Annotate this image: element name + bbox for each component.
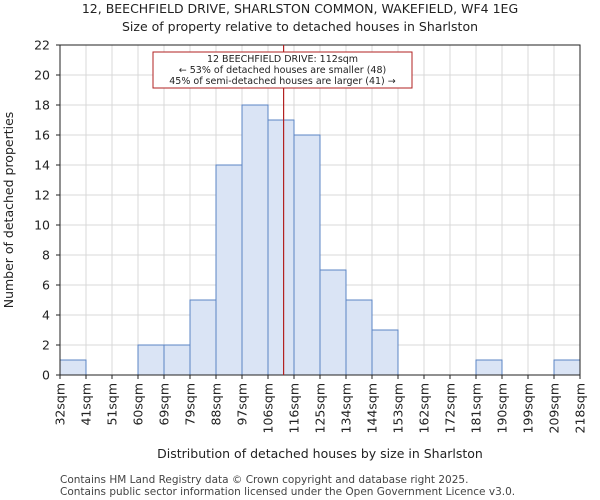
bar [267,119,295,376]
y-tick-label: 18 [34,98,50,113]
x-tick-label: 153sqm [391,383,406,433]
x-tick-label: 181sqm [469,383,484,433]
x-tick-label: 79sqm [183,383,198,426]
bar [553,359,581,376]
annotation-line-1: 12 BEECHFIELD DRIVE: 112sqm [207,54,358,65]
x-tick-label: 190sqm [495,383,510,433]
x-tick-label: 172sqm [443,383,458,433]
bars [59,104,581,376]
x-tick-label: 162sqm [417,383,432,433]
bar [345,299,373,376]
x-tick-label: 106sqm [261,383,276,433]
annotation-line-2: ← 53% of detached houses are smaller (48… [179,65,386,76]
x-tick-label: 125sqm [313,383,328,433]
x-ticks: 32sqm 41sqm 51sqm 60sqm 69sqm 79sqm 88sqm 97sqm… [53,375,588,433]
x-tick-label: 60sqm [131,383,146,426]
chart-subtitle: Size of property relative to detached ho… [122,19,478,34]
x-tick-label: 51sqm [105,383,120,426]
y-axis-label: Number of detached properties [1,112,16,309]
bar [293,134,321,376]
x-tick-label: 199sqm [521,383,536,433]
chart-title: 12, BEECHFIELD DRIVE, SHARLSTON COMMON, … [82,1,518,16]
x-tick-label: 218sqm [573,383,588,433]
x-tick-label: 88sqm [209,383,224,426]
y-ticks: 0 2 4 6 8 10 12 14 16 18 20 22 [34,38,60,383]
bar [189,299,217,376]
y-tick-label: 8 [42,248,50,263]
bar [163,344,191,376]
annotation-box [152,51,413,89]
footer-line-2: Contains public sector information licen… [60,486,515,498]
x-tick-label: 97sqm [235,383,250,426]
bar [137,344,165,376]
bar [371,329,399,376]
y-tick-label: 2 [42,338,50,353]
y-tick-label: 6 [42,278,50,293]
bar [241,104,269,376]
x-axis-label: Distribution of detached houses by size … [157,446,483,461]
y-tick-label: 14 [34,158,50,173]
y-tick-label: 10 [34,218,50,233]
bar [59,359,87,376]
y-tick-label: 4 [42,308,50,323]
bar [475,359,503,376]
y-tick-label: 22 [34,38,50,53]
annotation-line-3: 45% of semi-detached houses are larger (… [169,76,396,87]
y-tick-label: 16 [34,128,50,143]
plot-frame [59,44,581,376]
footer-line-1: Contains HM Land Registry data © Crown c… [60,474,468,486]
x-tick-label: 69sqm [157,383,172,426]
x-tick-label: 41sqm [79,383,94,426]
bar [319,269,347,376]
x-tick-label: 32sqm [53,383,68,426]
x-tick-label: 134sqm [339,383,354,433]
y-tick-label: 20 [34,68,50,83]
x-tick-label: 116sqm [287,383,302,433]
x-tick-label: 209sqm [547,383,562,433]
y-tick-label: 12 [34,188,50,203]
x-tick-label: 144sqm [365,383,380,433]
bar [215,164,243,376]
y-tick-label: 0 [42,368,50,383]
